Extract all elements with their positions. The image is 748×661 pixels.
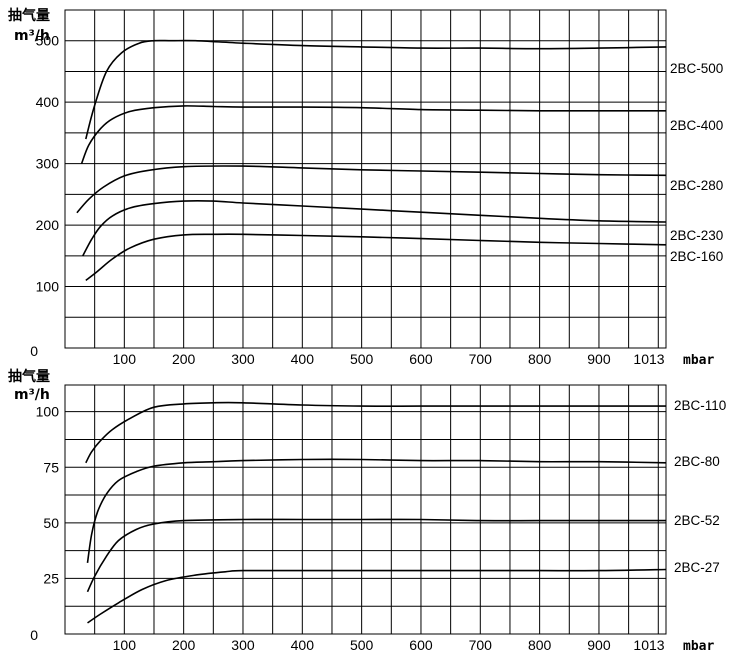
x-tick-label: 300 [231, 637, 255, 653]
y-tick-label: 50 [43, 515, 59, 531]
plot-frame [64, 384, 667, 635]
y-tick-label: 500 [36, 33, 60, 49]
x-tick-label: 800 [528, 637, 552, 653]
series-line-2bc-27 [87, 568, 667, 624]
series-label: 2BC-52 [674, 513, 720, 528]
series-line-2bc-280 [76, 165, 667, 214]
y-tick-label: 100 [36, 404, 60, 420]
series-label: 2BC-400 [670, 118, 723, 133]
x-unit-label: mbar [683, 353, 714, 368]
x-tick-label: 600 [409, 637, 433, 653]
x-tick-label: 700 [469, 351, 493, 367]
y-tick-label: 0 [30, 627, 38, 643]
y-axis-unit: m³/h [14, 28, 50, 44]
x-tick-label: 1013 [633, 637, 664, 653]
x-tick-label: 900 [587, 637, 611, 653]
series-line-2bc-400 [80, 105, 666, 164]
series-label: 2BC-500 [670, 61, 723, 76]
y-axis-unit: m³/h [14, 387, 50, 403]
x-tick-label: 800 [528, 351, 552, 367]
series-line-2bc-230 [82, 200, 667, 257]
x-tick-label: 500 [350, 351, 374, 367]
y-tick-label: 75 [43, 459, 59, 475]
y-tick-label: 200 [36, 217, 60, 233]
x-tick-label: 400 [291, 351, 315, 367]
y-tick-label: 0 [30, 343, 38, 359]
series-line-2bc-52 [86, 518, 666, 593]
y-tick-label: 25 [43, 570, 59, 586]
series-label: 2BC-80 [674, 454, 720, 469]
y-axis-title: 抽气量 [8, 368, 50, 385]
y-tick-label: 100 [36, 279, 60, 295]
x-tick-label: 400 [291, 637, 315, 653]
y-tick-label: 400 [36, 94, 60, 110]
series-line-2bc-500 [85, 39, 667, 140]
series-label: 2BC-160 [670, 249, 723, 264]
x-tick-label: 900 [587, 351, 611, 367]
x-tick-label: 600 [409, 351, 433, 367]
series-label: 2BC-230 [670, 228, 723, 243]
y-axis-title: 抽气量 [8, 7, 50, 24]
y-tick-label: 300 [36, 156, 60, 172]
x-tick-label: 1013 [633, 351, 664, 367]
series-line-2bc-110 [85, 401, 666, 464]
x-tick-label: 100 [113, 351, 137, 367]
x-tick-label: 200 [172, 637, 196, 653]
x-tick-label: 300 [231, 351, 255, 367]
x-tick-label: 700 [469, 637, 493, 653]
series-label: 2BC-110 [674, 398, 726, 413]
x-tick-label: 100 [113, 637, 137, 653]
chart-panel-lower: 0 25 50 75 100 100 200 300 400 500 600 700 800 900 101… [8, 368, 726, 654]
x-tick-label: 200 [172, 351, 196, 367]
series-label: 2BC-280 [670, 178, 723, 193]
x-unit-label: mbar [683, 639, 714, 654]
series-line-2bc-80 [86, 458, 667, 564]
plot-frame [64, 9, 667, 349]
chart-panel-upper: 0 100 200 300 400 500 100 200 300 400 500 600 700 800… [8, 7, 723, 368]
x-tick-label: 500 [350, 637, 374, 653]
series-label: 2BC-27 [674, 560, 720, 575]
series-line-2bc-160 [85, 233, 667, 282]
